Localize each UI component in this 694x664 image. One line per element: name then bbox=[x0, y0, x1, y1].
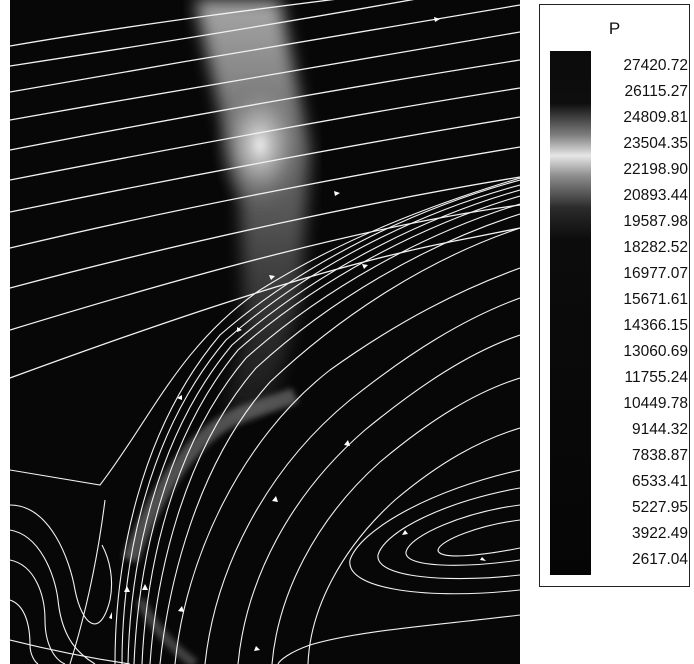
legend-tick-label: 13060.69 bbox=[623, 343, 688, 360]
pressure-field-plot bbox=[10, 0, 520, 664]
legend-tick-label: 2617.04 bbox=[631, 551, 688, 568]
legend-tick-label: 9144.32 bbox=[631, 421, 688, 438]
legend-tick-label: 16977.07 bbox=[623, 265, 688, 282]
legend-tick-label: 23504.35 bbox=[623, 135, 688, 152]
legend-tick-label: 26115.27 bbox=[624, 83, 689, 100]
legend-tick-label: 3922.49 bbox=[631, 525, 688, 542]
legend-title: P bbox=[608, 19, 621, 38]
legend-tick-label: 20893.44 bbox=[623, 187, 688, 204]
legend-tick-label: 27420.72 bbox=[623, 57, 688, 74]
legend-tick-label: 19587.98 bbox=[623, 213, 688, 230]
legend-tick-label: 22198.90 bbox=[623, 161, 688, 178]
streamlines-upper bbox=[10, 0, 520, 379]
legend-tick-label: 18282.52 bbox=[623, 239, 688, 256]
legend-colorbar bbox=[550, 51, 591, 575]
flow-arrow-markers bbox=[109, 17, 486, 651]
pressure-legend: P 27420.72 26115.27 24809.81 23504.35 22198.… bbox=[539, 4, 690, 587]
legend-tick-label: 24809.81 bbox=[623, 109, 688, 126]
legend-tick-labels: 27420.72 26115.27 24809.81 23504.35 22198.90… bbox=[596, 57, 688, 577]
legend-tick-label: 10449.78 bbox=[623, 395, 688, 412]
streamlines-lower-left bbox=[10, 499, 131, 664]
legend-tick-label: 5227.95 bbox=[631, 499, 688, 516]
legend-tick-label: 15671.61 bbox=[623, 291, 688, 308]
legend-tick-label: 11755.24 bbox=[624, 369, 689, 386]
legend-tick-label: 7838.87 bbox=[631, 447, 688, 464]
legend-tick-label: 6533.41 bbox=[631, 473, 688, 490]
streamlines-vortex-band bbox=[10, 177, 520, 664]
streamlines-lower-right bbox=[174, 267, 520, 664]
legend-tick-label: 14366.15 bbox=[623, 317, 688, 334]
